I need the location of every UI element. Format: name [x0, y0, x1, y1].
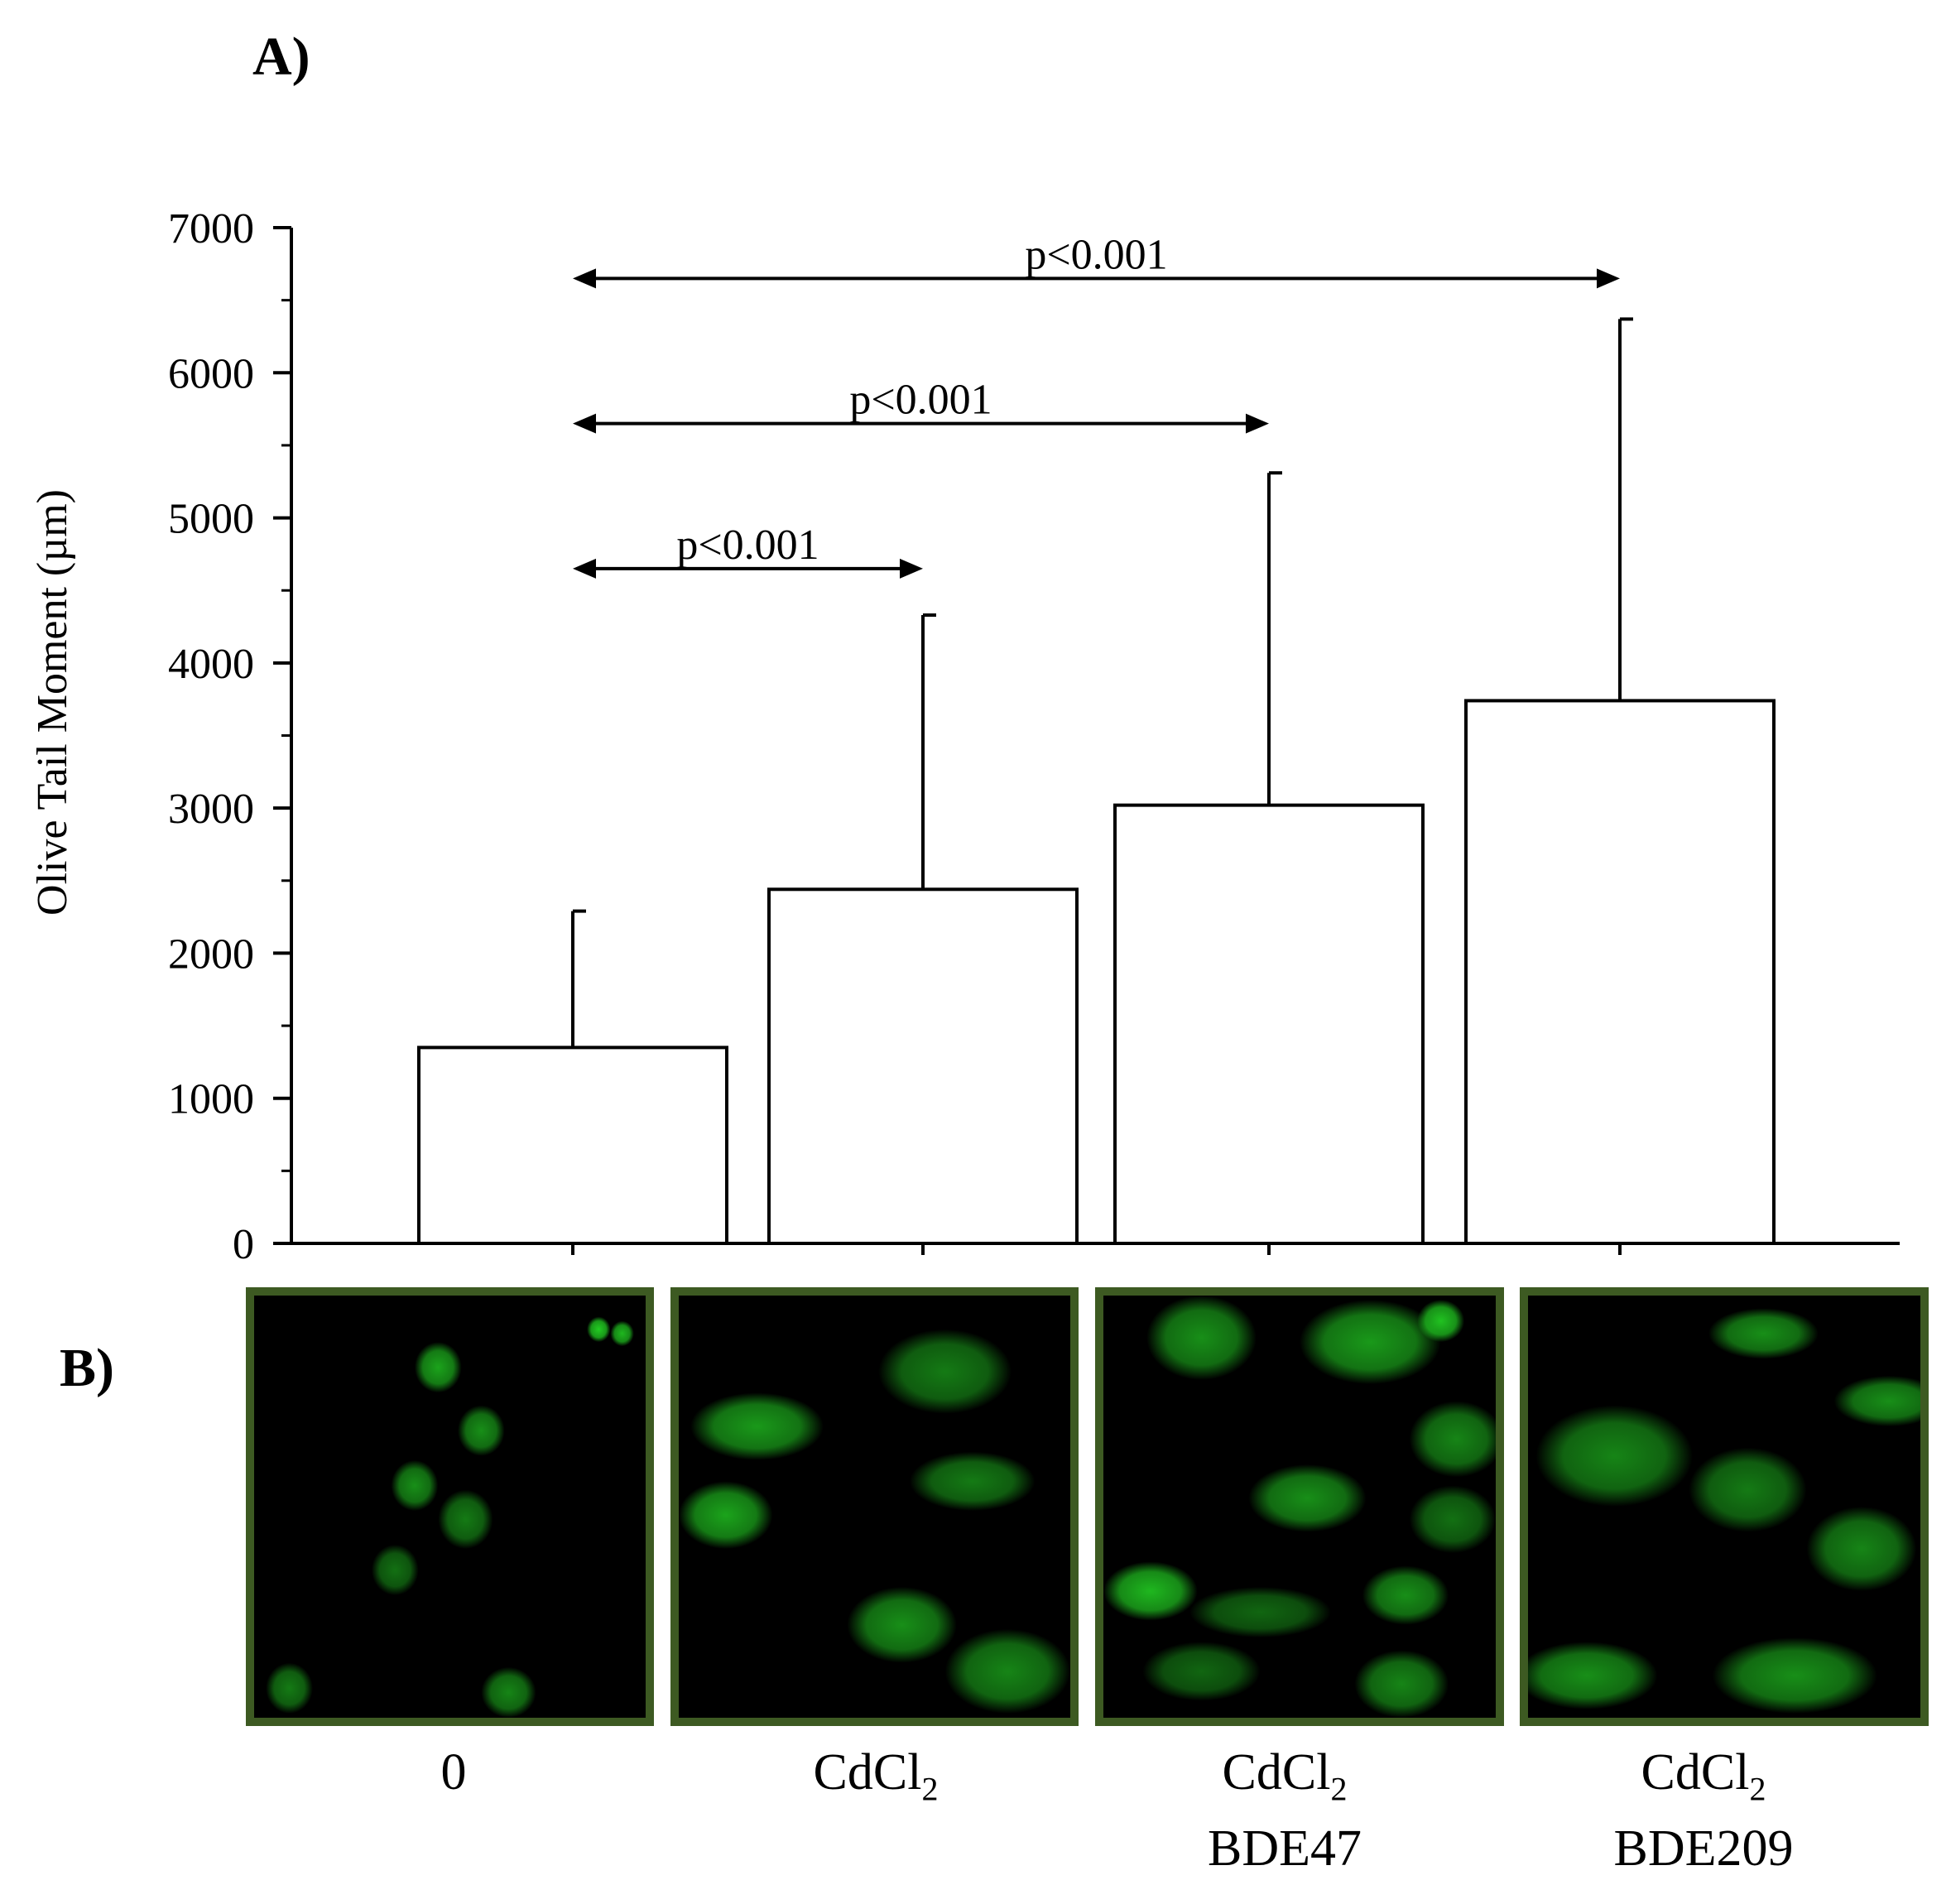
y-axis-label: Olive Tail Moment (µm) — [29, 489, 76, 916]
category-label-line1: 0 — [288, 1743, 619, 1802]
bar-3 — [1464, 699, 1776, 1245]
comet-cell — [910, 1451, 1036, 1512]
y-tick-label-1000: 1000 — [168, 1076, 254, 1123]
comet-cell — [878, 1329, 1012, 1414]
y-tick-label-3000: 3000 — [168, 786, 254, 833]
comet-cell — [587, 1316, 611, 1343]
y-tick-label-4000: 4000 — [168, 641, 254, 688]
bar-2 — [1113, 803, 1425, 1245]
comet-cell — [1712, 1637, 1877, 1714]
comet-cell — [391, 1459, 439, 1512]
category-label-subscript: 2 — [1749, 1770, 1766, 1808]
comet-cell — [457, 1405, 505, 1456]
comet-cell — [1417, 1300, 1465, 1343]
comet-cell — [679, 1481, 773, 1549]
comet-cell — [1528, 1642, 1658, 1709]
comet-cell — [1409, 1401, 1496, 1478]
comet-cell — [1708, 1308, 1819, 1359]
comet-cell — [1409, 1485, 1496, 1554]
comet-micrograph-2 — [1095, 1287, 1504, 1726]
category-label-main: CdCl — [1222, 1744, 1331, 1801]
significance-arrow-right-2 — [1597, 268, 1620, 289]
significance-label-0: p<0.001 — [676, 522, 819, 569]
comet-micrograph-1 — [670, 1287, 1079, 1726]
category-label-line2: BDE209 — [1613, 1820, 1794, 1878]
comet-cell — [1103, 1561, 1198, 1621]
category-label-main: CdCl — [813, 1744, 922, 1801]
category-label-line2: BDE47 — [1208, 1820, 1362, 1878]
category-label-line1: CdCl2 — [1119, 1743, 1450, 1819]
category-label-2: CdCl2 BDE47 — [1119, 1743, 1450, 1878]
significance-arrow-left-0 — [573, 558, 596, 579]
comet-cell — [847, 1586, 957, 1663]
significance-label-1: p<0.001 — [849, 377, 992, 424]
comet-cell — [1833, 1375, 1920, 1427]
category-label-subscript: 2 — [1330, 1770, 1348, 1808]
comet-cell — [371, 1544, 419, 1596]
comet-cell — [1189, 1586, 1331, 1638]
category-label-line1: CdCl2 — [1538, 1743, 1869, 1819]
significance-arrow-left-2 — [573, 268, 596, 289]
significance-arrow-right-0 — [900, 558, 923, 579]
comet-micrograph-0 — [246, 1287, 654, 1726]
comet-cell — [1248, 1464, 1367, 1532]
significance-arrow-right-1 — [1246, 413, 1269, 434]
significance-label-2: p<0.001 — [1025, 231, 1167, 278]
y-tick-label-6000: 6000 — [168, 350, 254, 397]
comet-cell — [1689, 1447, 1807, 1532]
panel-b-label: B) — [60, 1338, 114, 1398]
comet-cell — [438, 1489, 493, 1549]
category-label-subscript: 2 — [921, 1770, 939, 1808]
category-label-line1: CdCl2 — [710, 1743, 1041, 1819]
category-label-main: 0 — [440, 1744, 467, 1801]
comet-cell — [1806, 1507, 1917, 1591]
comet-cell — [1300, 1300, 1441, 1385]
category-label-main: CdCl — [1641, 1744, 1750, 1801]
bar-chart: A) 0 1000 2000 3000 4000 5000 6000 7000 Olive Ta… — [29, 26, 1900, 1267]
panel-a-label: A) — [252, 26, 310, 87]
bar-1 — [767, 887, 1079, 1245]
significance-arrow-left-1 — [573, 413, 596, 434]
comet-cell — [266, 1662, 313, 1714]
comet-cell — [1354, 1650, 1449, 1718]
comet-micrograph-3 — [1520, 1287, 1929, 1726]
category-label-1: CdCl2 — [710, 1743, 1041, 1819]
category-label-0: 0 — [288, 1743, 619, 1802]
comet-cell — [610, 1320, 634, 1347]
comet-cell — [1146, 1296, 1257, 1380]
plot-area: 0 1000 2000 3000 4000 5000 6000 7000 Olive Tail … — [29, 205, 1900, 1267]
comet-cell — [944, 1628, 1070, 1714]
comet-cell — [481, 1666, 536, 1718]
y-tick-label-5000: 5000 — [168, 496, 254, 543]
bar-0 — [417, 1046, 728, 1245]
comet-cell — [1535, 1405, 1694, 1507]
y-tick-label-0: 0 — [233, 1221, 254, 1267]
comet-cell — [690, 1392, 824, 1460]
comet-cell — [1142, 1642, 1261, 1701]
y-tick-label-7000: 7000 — [168, 205, 254, 252]
category-label-3: CdCl2 BDE209 — [1538, 1743, 1869, 1878]
y-tick-label-2000: 2000 — [168, 930, 254, 978]
comet-cell — [414, 1342, 462, 1393]
comet-cell — [1362, 1565, 1449, 1625]
